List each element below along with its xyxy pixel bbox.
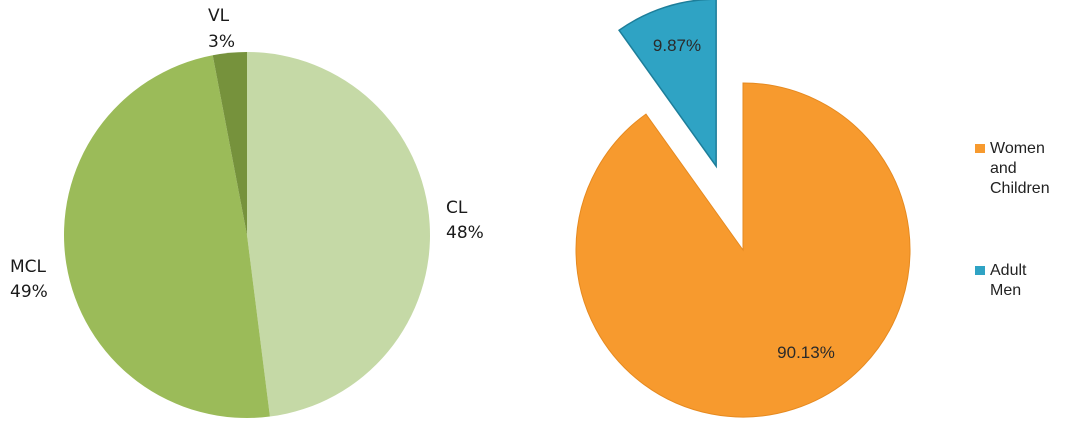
pie-slice-vl <box>212 52 247 235</box>
pie-slice-women-and-children <box>575 82 911 418</box>
slice-value-women-and-children: 90.13% <box>777 343 835 362</box>
legend-label: Children <box>990 180 1050 197</box>
legend-label: Women <box>990 140 1045 157</box>
slice-value-vl: 3% <box>208 32 235 52</box>
legend-item-women-and-children: Women and Children <box>975 140 1050 197</box>
legend-label: and <box>990 160 1017 177</box>
legend-item-adult-men: Adult Men <box>975 262 1027 299</box>
slice-label-vl: VL <box>208 6 230 26</box>
legend: Women and Children Adult Men <box>975 140 1050 299</box>
slice-label-mcl: MCL <box>10 257 47 277</box>
pie-slice-adult-men <box>618 0 717 169</box>
legend-label: Adult <box>990 262 1027 279</box>
pie-slice-cl <box>247 52 430 417</box>
slice-label-cl: CL <box>446 198 468 218</box>
legend-swatch <box>975 144 985 153</box>
slice-value-adult-men: 9.87% <box>653 36 701 55</box>
pie-slice-mcl <box>64 55 270 418</box>
right-pie-chart: 90.13% 9.87% <box>575 0 911 418</box>
legend-label: Men <box>990 282 1021 299</box>
legend-swatch <box>975 266 985 275</box>
slice-value-mcl: 49% <box>10 282 48 302</box>
slice-value-cl: 48% <box>446 223 484 243</box>
left-pie-chart: CL 48% MCL 49% VL 3% <box>10 6 484 418</box>
